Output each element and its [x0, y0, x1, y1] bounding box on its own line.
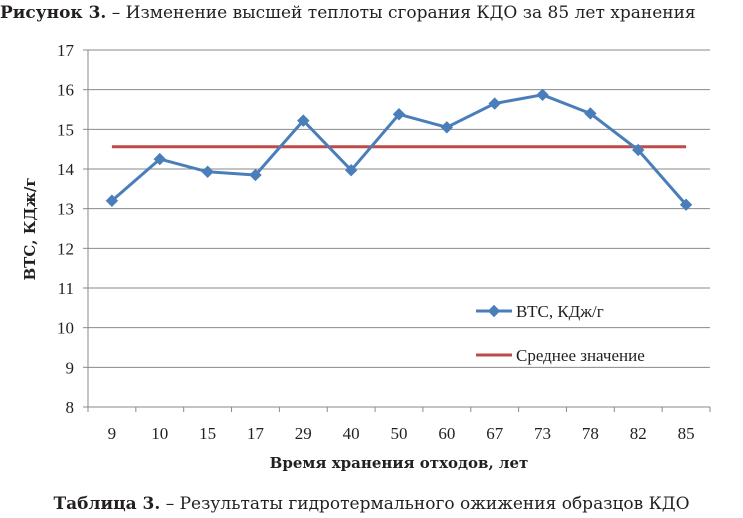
y-tick-label: 9: [66, 358, 75, 377]
x-tick-label: 17: [247, 424, 265, 443]
x-tick-label: 50: [391, 424, 408, 443]
series-group: [105, 88, 693, 211]
x-tick-label: 29: [295, 424, 312, 443]
data-point-marker: [440, 121, 454, 134]
legend: ВТС, КДж/г Среднее значение: [476, 302, 645, 365]
x-tick-label: 40: [343, 424, 360, 443]
x-tick-label: 73: [534, 424, 551, 443]
y-tick-labels: 8 9 10 11 12 13 14 15 16 17: [57, 41, 75, 417]
x-tick-labels: 9 10 15 17 29 40 50 60 67 73 78 82 85: [108, 424, 695, 443]
y-tick-label: 17: [57, 41, 75, 60]
x-tick-label: 78: [582, 424, 599, 443]
y-tick-label: 15: [57, 120, 74, 139]
data-point-marker: [488, 97, 501, 110]
data-point-marker: [153, 152, 166, 166]
data-point-marker: [297, 114, 310, 127]
x-tick-label: 85: [678, 424, 695, 443]
x-tick-label: 10: [151, 424, 168, 443]
data-point-marker: [105, 194, 119, 207]
x-axis-title: Время хранения отходов, лет: [270, 454, 529, 472]
data-point-marker: [201, 165, 214, 178]
figure-caption-text: – Изменение высшей теплоты сгорания КДО …: [106, 3, 696, 23]
data-point-marker: [249, 168, 262, 182]
legend-entry-label: Среднее значение: [516, 346, 645, 365]
data-point-marker: [487, 304, 501, 318]
data-point-marker: [584, 107, 597, 120]
y-tick-label: 16: [57, 81, 74, 100]
y-tick-label: 13: [57, 200, 74, 219]
x-tick-label: 9: [108, 424, 117, 443]
x-tick-label: 60: [438, 424, 455, 443]
y-tick-label: 11: [58, 279, 74, 298]
x-tick-label: 67: [486, 424, 504, 443]
figure-caption: Рисунок 3. – Изменение высшей теплоты сг…: [0, 2, 743, 24]
y-tick-label: 12: [57, 239, 74, 258]
data-point-marker: [679, 198, 693, 211]
x-tick-label: 15: [199, 424, 216, 443]
data-point-marker: [536, 88, 549, 102]
y-tick-label: 10: [57, 319, 74, 338]
grid-lines: [88, 49, 710, 368]
y-tick-label: 8: [66, 398, 75, 417]
figure-caption-lead: Рисунок 3.: [0, 3, 107, 23]
x-tick-label: 82: [630, 424, 647, 443]
y-axis-title: ВТС, КДж/г: [21, 177, 39, 280]
data-point-marker: [632, 143, 645, 157]
table-caption: Таблица 3. – Результаты гидротермального…: [0, 493, 743, 515]
legend-entry-label: ВТС, КДж/г: [516, 302, 604, 321]
table-caption-text: – Результаты гидротермального ожижения о…: [160, 494, 690, 514]
data-point-marker: [344, 163, 358, 177]
axes: [83, 49, 711, 412]
y-tick-label: 14: [57, 160, 75, 179]
table-caption-lead: Таблица 3.: [53, 494, 161, 514]
data-point-marker: [392, 108, 406, 121]
